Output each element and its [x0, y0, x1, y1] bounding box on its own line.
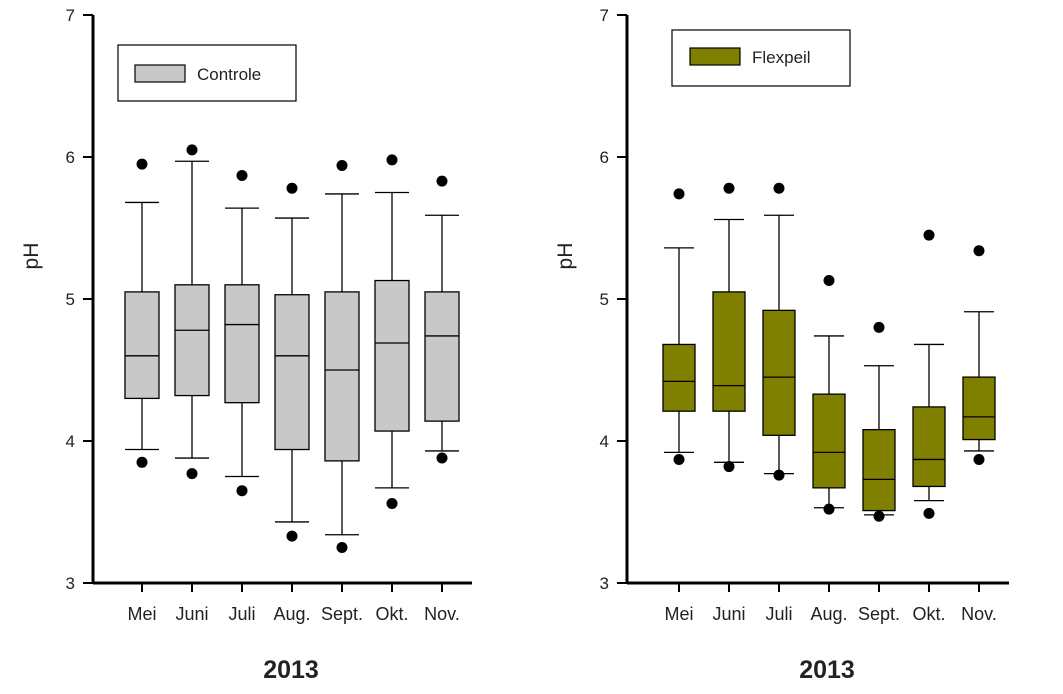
x-tick-label: Mei — [127, 604, 156, 624]
x-tick-label: Sept. — [858, 604, 900, 624]
x-tick-label: Nov. — [424, 604, 460, 624]
box-nov — [424, 175, 460, 464]
box-sept — [862, 321, 896, 522]
outlier-point — [723, 461, 735, 473]
y-tick-label: 3 — [66, 574, 75, 593]
y-axis-label: pH — [554, 243, 577, 270]
box-okt — [374, 154, 410, 509]
outlier-point — [336, 160, 348, 172]
x-tick-label: Aug. — [273, 604, 310, 624]
iqr-box — [274, 294, 310, 451]
chart-panel-1: 3 4 5 6 7 pH Mei Juni Juli Aug. Sept. Okt. Nov. 2013 C… — [20, 6, 472, 684]
legend: Flexpeil — [671, 29, 851, 87]
iqr-box — [424, 291, 460, 422]
box-juni — [712, 182, 746, 473]
iqr-box — [224, 284, 260, 404]
iqr-box — [662, 343, 696, 412]
outlier-point — [823, 275, 835, 287]
outlier-point — [873, 321, 885, 333]
outlier-point — [386, 154, 398, 166]
y-tick-label: 5 — [600, 290, 609, 309]
outlier-point — [236, 485, 248, 497]
outlier-point — [436, 452, 448, 464]
box-juli — [224, 169, 260, 497]
outlier-point — [973, 245, 985, 257]
iqr-box — [862, 428, 896, 512]
outlier-point — [236, 169, 248, 181]
box-mei — [124, 158, 160, 468]
outlier-point — [923, 229, 935, 241]
outlier-point — [286, 530, 298, 542]
box-juli — [762, 182, 796, 481]
outlier-point — [436, 175, 448, 187]
x-tick-label: Juni — [712, 604, 745, 624]
y-tick-label: 7 — [600, 6, 609, 25]
box-okt — [912, 229, 946, 519]
box-aug — [274, 182, 310, 542]
y-tick-label: 4 — [66, 432, 75, 451]
y-axis-label: pH — [20, 243, 43, 270]
box-nov — [962, 245, 996, 465]
outlier-point — [973, 453, 985, 465]
y-tick-label: 3 — [600, 574, 609, 593]
y-tick-label: 6 — [600, 148, 609, 167]
outlier-point — [923, 507, 935, 519]
chart-panel-2: 3 4 5 6 7 pH Mei Juni Juli Aug. Sept. Okt. Nov. 2013 F… — [554, 6, 1009, 684]
x-tick-label: Okt. — [912, 604, 945, 624]
box-mei — [662, 188, 696, 465]
x-tick-label: Nov. — [961, 604, 997, 624]
outlier-point — [673, 453, 685, 465]
x-tick-label: Juli — [228, 604, 255, 624]
iqr-box — [962, 376, 996, 441]
outlier-point — [286, 182, 298, 194]
x-axis-label: 2013 — [263, 656, 319, 684]
iqr-box — [124, 291, 160, 400]
outlier-point — [136, 456, 148, 468]
x-tick-label: Sept. — [321, 604, 363, 624]
x-axis-label: 2013 — [799, 656, 855, 684]
box-aug — [812, 275, 846, 515]
outlier-point — [673, 188, 685, 200]
iqr-box — [762, 309, 796, 436]
outlier-point — [773, 182, 785, 194]
iqr-box — [324, 291, 360, 462]
iqr-box — [374, 279, 410, 432]
y-tick-label: 4 — [600, 432, 609, 451]
legend-swatch — [134, 64, 186, 83]
outlier-point — [823, 503, 835, 515]
outlier-point — [336, 542, 348, 553]
y-tick-label: 6 — [66, 148, 75, 167]
x-tick-label: Aug. — [810, 604, 847, 624]
x-tick-label: Mei — [664, 604, 693, 624]
y-tick-label: 7 — [66, 6, 75, 25]
box-sept — [324, 160, 360, 553]
x-tick-label: Juli — [765, 604, 792, 624]
iqr-box — [174, 284, 210, 397]
iqr-box — [712, 291, 746, 412]
outlier-point — [873, 510, 885, 522]
x-tick-label: Juni — [175, 604, 208, 624]
outlier-point — [386, 497, 398, 509]
legend: Controle — [117, 44, 297, 102]
box-juni — [174, 144, 210, 480]
x-tick-label: Okt. — [375, 604, 408, 624]
iqr-box — [912, 406, 946, 488]
outlier-point — [186, 468, 198, 480]
iqr-box — [812, 393, 846, 489]
outlier-point — [186, 144, 198, 156]
outlier-point — [136, 158, 148, 170]
outlier-point — [723, 182, 735, 194]
y-tick-label: 5 — [66, 290, 75, 309]
outlier-point — [773, 469, 785, 481]
legend-label: Controle — [197, 65, 261, 84]
legend-swatch — [689, 47, 741, 66]
legend-label: Flexpeil — [752, 48, 811, 67]
